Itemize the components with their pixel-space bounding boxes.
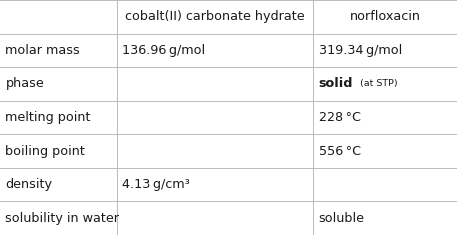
Text: cobalt(II) carbonate hydrate: cobalt(II) carbonate hydrate [125, 10, 305, 23]
Text: 136.96 g/mol: 136.96 g/mol [122, 44, 205, 57]
Text: soluble: soluble [319, 212, 365, 225]
Text: melting point: melting point [5, 111, 91, 124]
Text: 319.34 g/mol: 319.34 g/mol [319, 44, 402, 57]
Text: boiling point: boiling point [5, 145, 85, 158]
Text: (at STP): (at STP) [360, 79, 398, 88]
Text: solid: solid [319, 77, 353, 90]
Text: molar mass: molar mass [5, 44, 80, 57]
Text: density: density [5, 178, 53, 191]
Text: 556 °C: 556 °C [319, 145, 361, 158]
Text: norfloxacin: norfloxacin [350, 10, 420, 23]
Text: 4.13 g/cm³: 4.13 g/cm³ [122, 178, 190, 191]
Text: solubility in water: solubility in water [5, 212, 119, 225]
Text: phase: phase [5, 77, 44, 90]
Text: 228 °C: 228 °C [319, 111, 361, 124]
